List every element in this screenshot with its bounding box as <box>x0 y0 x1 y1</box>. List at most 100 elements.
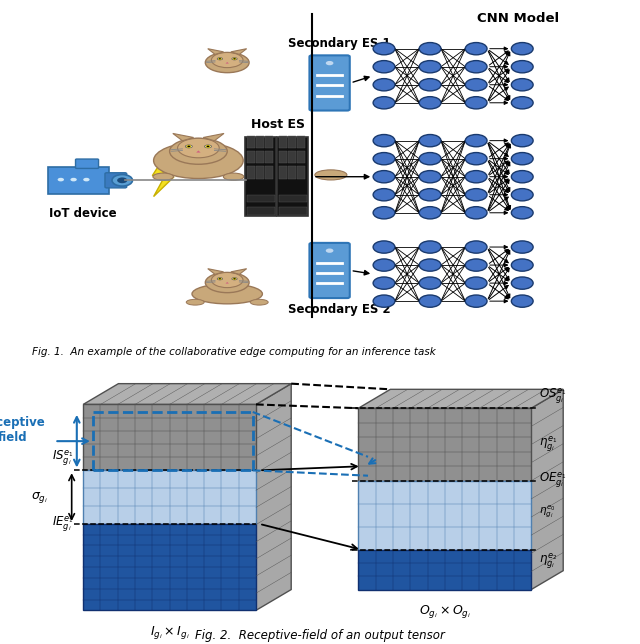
Circle shape <box>373 207 395 219</box>
Circle shape <box>219 278 221 279</box>
Point <box>313 91 321 99</box>
Ellipse shape <box>232 58 237 60</box>
Circle shape <box>511 241 533 253</box>
Point <box>313 279 321 287</box>
Polygon shape <box>231 49 246 54</box>
Text: Fig. 2.  Receptive-field of an output tensor: Fig. 2. Receptive-field of an output ten… <box>195 629 445 642</box>
Polygon shape <box>152 158 174 196</box>
FancyBboxPatch shape <box>277 137 308 216</box>
Circle shape <box>419 79 441 91</box>
FancyBboxPatch shape <box>279 136 287 148</box>
Ellipse shape <box>178 138 220 158</box>
Polygon shape <box>225 62 229 64</box>
Circle shape <box>326 249 333 253</box>
Text: $OS^{e_1}_{g_i}$: $OS^{e_1}_{g_i}$ <box>539 387 566 406</box>
Polygon shape <box>531 390 563 589</box>
FancyBboxPatch shape <box>310 55 349 111</box>
Circle shape <box>419 61 441 73</box>
Circle shape <box>419 153 441 165</box>
Circle shape <box>373 79 395 91</box>
Circle shape <box>373 153 395 165</box>
Circle shape <box>419 135 441 147</box>
Ellipse shape <box>217 278 223 280</box>
Ellipse shape <box>205 52 249 73</box>
FancyBboxPatch shape <box>310 243 349 298</box>
Circle shape <box>419 207 441 219</box>
Polygon shape <box>208 49 223 54</box>
FancyBboxPatch shape <box>279 207 307 214</box>
Circle shape <box>511 259 533 271</box>
FancyBboxPatch shape <box>256 136 264 148</box>
Text: $IE^{e_1}_{g_i}$: $IE^{e_1}_{g_i}$ <box>52 514 74 534</box>
Circle shape <box>232 278 236 280</box>
Circle shape <box>419 43 441 55</box>
Polygon shape <box>208 269 223 274</box>
Circle shape <box>326 61 333 65</box>
FancyBboxPatch shape <box>265 151 273 164</box>
Circle shape <box>373 189 395 201</box>
Circle shape <box>112 175 132 186</box>
Polygon shape <box>48 167 109 194</box>
Circle shape <box>373 43 395 55</box>
Circle shape <box>70 178 77 182</box>
Point <box>339 269 346 277</box>
Ellipse shape <box>153 173 173 180</box>
Circle shape <box>511 43 533 55</box>
Ellipse shape <box>205 272 249 292</box>
Circle shape <box>511 207 533 219</box>
FancyBboxPatch shape <box>247 151 255 164</box>
Polygon shape <box>358 390 563 408</box>
Ellipse shape <box>170 138 227 164</box>
FancyBboxPatch shape <box>247 166 255 178</box>
Circle shape <box>188 146 190 147</box>
Text: $\eta^{e_0}_{g_i}$: $\eta^{e_0}_{g_i}$ <box>539 503 556 520</box>
Text: Fig. 1.  An example of the collaborative edge computing for an inference task: Fig. 1. An example of the collaborative … <box>32 346 436 357</box>
FancyBboxPatch shape <box>247 194 275 202</box>
Point <box>339 82 346 90</box>
Ellipse shape <box>232 278 237 280</box>
FancyBboxPatch shape <box>105 173 127 188</box>
Circle shape <box>419 259 441 271</box>
Circle shape <box>234 278 236 279</box>
FancyBboxPatch shape <box>279 194 307 202</box>
FancyBboxPatch shape <box>256 151 264 164</box>
Ellipse shape <box>205 145 211 148</box>
Circle shape <box>218 58 222 60</box>
FancyBboxPatch shape <box>279 151 287 164</box>
Circle shape <box>83 178 90 182</box>
Ellipse shape <box>211 272 243 288</box>
FancyBboxPatch shape <box>288 151 296 164</box>
Circle shape <box>419 189 441 201</box>
Circle shape <box>186 145 191 148</box>
Circle shape <box>373 295 395 307</box>
Polygon shape <box>231 269 246 274</box>
FancyBboxPatch shape <box>279 166 287 178</box>
Polygon shape <box>358 481 531 550</box>
FancyBboxPatch shape <box>265 136 273 148</box>
Text: Secondary ES 2: Secondary ES 2 <box>288 303 390 316</box>
Circle shape <box>234 58 236 59</box>
Circle shape <box>465 153 487 165</box>
Circle shape <box>511 171 533 183</box>
Polygon shape <box>225 282 229 283</box>
Circle shape <box>511 189 533 201</box>
Point <box>313 259 321 267</box>
Text: $\sigma_{g_i}$: $\sigma_{g_i}$ <box>31 489 48 505</box>
Polygon shape <box>358 408 531 481</box>
Circle shape <box>465 61 487 73</box>
Ellipse shape <box>315 170 347 180</box>
Circle shape <box>465 171 487 183</box>
Text: Host ES: Host ES <box>252 118 305 131</box>
Circle shape <box>117 178 127 183</box>
Text: $O_{g_i} \times O_{g_i}$: $O_{g_i} \times O_{g_i}$ <box>419 603 471 620</box>
Circle shape <box>465 241 487 253</box>
Ellipse shape <box>223 173 244 180</box>
Circle shape <box>511 277 533 289</box>
Point <box>313 82 321 90</box>
Point <box>339 259 346 267</box>
Ellipse shape <box>186 299 204 305</box>
Circle shape <box>232 58 236 60</box>
Circle shape <box>373 135 395 147</box>
Circle shape <box>373 97 395 109</box>
Circle shape <box>465 97 487 109</box>
